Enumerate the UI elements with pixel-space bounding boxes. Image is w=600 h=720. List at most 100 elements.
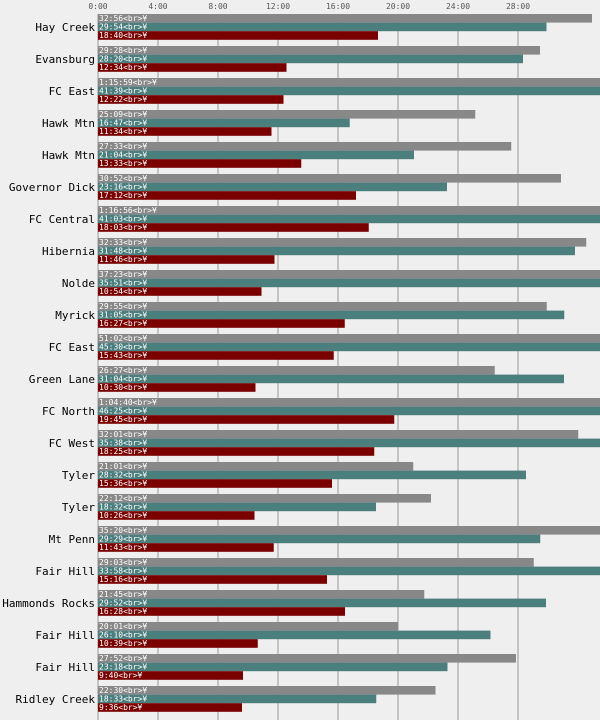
bar [98, 654, 516, 663]
bar-data-label: 35:20<br>¥ [99, 526, 147, 535]
bar-data-label: 15:16<br>¥ [99, 575, 147, 584]
bar-group: 1:16:56<br>¥41:03<br>¥18:03<br>¥ [98, 206, 600, 232]
bar [98, 398, 600, 407]
bar-data-label: 29:03<br>¥ [99, 558, 147, 567]
bar-group: 21:45<br>¥29:52<br>¥16:28<br>¥ [98, 590, 546, 616]
bar [98, 598, 546, 608]
bar-group: 32:33<br>¥31:48<br>¥11:46<br>¥ [98, 238, 587, 264]
bar-data-label: 12:34<br>¥ [99, 63, 147, 72]
bar [98, 246, 575, 256]
bar [98, 374, 564, 384]
bar-data-label: 31:48<br>¥ [99, 247, 147, 256]
bar [98, 662, 448, 672]
bar [98, 118, 350, 128]
bar [98, 302, 547, 311]
category-label: Fair Hill [35, 661, 95, 674]
bar [98, 607, 345, 616]
category-label: Ridley Creek [16, 693, 96, 706]
bar [98, 470, 526, 480]
bar-data-label: 11:46<br>¥ [99, 255, 147, 264]
bar-data-label: 18:40<br>¥ [99, 31, 147, 40]
bar-group: 30:52<br>¥23:16<br>¥17:12<br>¥ [98, 174, 561, 200]
category-label: Green Lane [29, 373, 95, 386]
bar [98, 127, 272, 136]
category-label: Nolde [62, 277, 95, 290]
bar [98, 174, 561, 183]
bar [98, 334, 600, 343]
category-label: FC North [42, 405, 95, 418]
x-tick-label: 0:00 [88, 2, 107, 11]
bar-data-label: 25:09<br>¥ [99, 110, 147, 119]
bar-group: 29:03<br>¥33:58<br>¥15:16<br>¥ [98, 558, 600, 584]
category-label: Fair Hill [35, 629, 95, 642]
bar-data-label: 18:25<br>¥ [99, 447, 147, 456]
bar [98, 366, 495, 375]
bar-data-label: 15:43<br>¥ [99, 351, 147, 360]
category-label: Hawk Mtn [42, 117, 95, 130]
bar-data-label: 41:03<br>¥ [99, 215, 147, 224]
bar [98, 22, 547, 32]
bar [98, 671, 243, 680]
bar-data-label: 29:52<br>¥ [99, 599, 147, 608]
bar [98, 558, 534, 567]
bar [98, 319, 345, 328]
bar [98, 526, 600, 535]
bar-data-label: 32:33<br>¥ [99, 238, 147, 247]
x-tick-label: 24:00 [446, 2, 470, 11]
bar-group: 22:30<br>¥18:33<br>¥9:36<br>¥ [98, 686, 436, 712]
category-labels: Hay Creek Evansburg FC East Hawk Mtn Hawk Mt… [2, 21, 95, 706]
x-tick-label: 16:00 [326, 2, 350, 11]
bar-group: 1:04:40<br>¥46:25<br>¥19:45<br>¥ [98, 398, 600, 424]
bar [98, 383, 256, 392]
bar [98, 31, 378, 40]
bar-data-label: 46:25<br>¥ [99, 407, 147, 416]
x-axis-ticks: 0:00 4:00 8:00 12:00 16:00 20:00 24:00 28:00 [88, 2, 530, 11]
bar [98, 590, 425, 599]
bar [98, 694, 377, 704]
bar-data-label: 16:28<br>¥ [99, 607, 147, 616]
bar [98, 287, 262, 296]
bar-data-label: 21:45<br>¥ [99, 590, 147, 599]
bar-data-label: 18:33<br>¥ [99, 695, 147, 704]
category-label: Evansburg [35, 53, 95, 66]
bar-data-label: 33:58<br>¥ [99, 567, 147, 576]
bar-data-label: 31:05<br>¥ [99, 311, 147, 320]
bar-data-label: 28:32<br>¥ [99, 471, 147, 480]
bar-data-label: 29:54<br>¥ [99, 23, 147, 32]
bar [98, 206, 600, 215]
category-label: Hawk Mtn [42, 149, 95, 162]
bar-data-label: 19:45<br>¥ [99, 415, 147, 424]
bar [98, 63, 287, 72]
category-label: Hay Creek [35, 21, 95, 34]
bar [98, 150, 414, 160]
bar-data-label: 32:56<br>¥ [99, 14, 147, 23]
bar [98, 630, 491, 640]
bar [98, 46, 540, 55]
x-tick-label: 28:00 [506, 2, 530, 11]
bar [98, 447, 375, 456]
bar-data-label: 17:12<br>¥ [99, 191, 147, 200]
bar [98, 566, 600, 576]
bar-data-label: 1:16:56<br>¥ [99, 206, 157, 215]
bar-group: 51:02<br>¥45:30<br>¥15:43<br>¥ [98, 334, 600, 360]
bar-data-label: 35:38<br>¥ [99, 439, 147, 448]
bar [98, 479, 332, 488]
bar-data-label: 28:20<br>¥ [99, 55, 147, 64]
bar-group: 26:27<br>¥31:04<br>¥10:30<br>¥ [98, 366, 564, 392]
bar [98, 494, 431, 503]
bar-data-label: 1:15:59<br>¥ [99, 78, 157, 87]
bar-group: 37:23<br>¥35:51<br>¥10:54<br>¥ [98, 270, 600, 296]
bar-data-label: 9:36<br>¥ [99, 703, 143, 712]
bar [98, 238, 587, 247]
bar-data-label: 31:04<br>¥ [99, 375, 147, 384]
bar-data-label: 37:23<br>¥ [99, 270, 147, 279]
x-tick-label: 20:00 [386, 2, 410, 11]
bar-data-label: 29:55<br>¥ [99, 302, 147, 311]
category-label: Tyler [62, 469, 95, 482]
bar [98, 86, 600, 96]
bar [98, 703, 242, 712]
bar [98, 214, 600, 224]
bar-data-label: 10:26<br>¥ [99, 511, 147, 520]
bar-group: 21:01<br>¥28:32<br>¥15:36<br>¥ [98, 462, 526, 488]
bar [98, 639, 258, 648]
